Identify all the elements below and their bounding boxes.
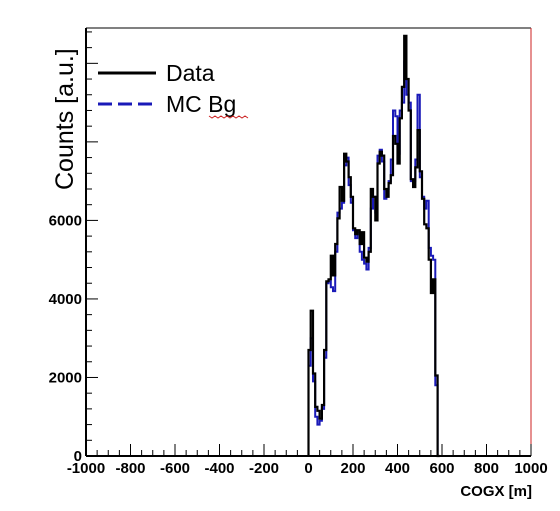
legend-label-mc-bg: MC Bg — [166, 91, 236, 117]
x-tick-label: -800 — [115, 460, 145, 477]
y-axis-title: Counts [a.u.] — [51, 48, 79, 190]
x-tick-label: -400 — [204, 460, 234, 477]
x-tick-label: 200 — [340, 460, 365, 477]
y-tick-label: 6000 — [49, 212, 82, 229]
legend-spellcheck-squiggle — [208, 115, 249, 119]
x-tick-label: -200 — [249, 460, 279, 477]
series-mc-bg-histogram — [307, 60, 440, 457]
x-tick-label: 0 — [304, 460, 312, 477]
x-tick-label: 1000 — [514, 460, 547, 477]
x-tick-label: 600 — [429, 460, 454, 477]
plot-frame — [86, 27, 532, 456]
histogram-layer — [307, 34, 440, 458]
axes: -1000 -800 -600 -400 -200 0 200 400 600 800 1000 0 2… — [49, 28, 548, 477]
x-tick-label: -600 — [160, 460, 190, 477]
series-data-histogram — [307, 34, 440, 458]
y-tick-label: 2000 — [49, 369, 82, 386]
x-tick-label: -1000 — [67, 460, 105, 477]
legend-label-data: Data — [166, 60, 215, 86]
x-axis-title: COGX [m] — [460, 483, 532, 500]
y-tick-label: 4000 — [49, 291, 82, 308]
x-tick-label: 400 — [385, 460, 410, 477]
x-tick-label: 800 — [474, 460, 499, 477]
legend: Data MC Bg — [98, 60, 249, 119]
y-tick-label: 0 — [74, 448, 82, 465]
